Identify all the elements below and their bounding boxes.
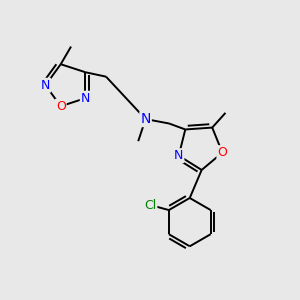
Text: O: O	[56, 100, 66, 113]
Text: O: O	[218, 146, 227, 159]
Text: N: N	[81, 92, 90, 105]
Text: N: N	[140, 112, 151, 126]
Text: N: N	[41, 79, 50, 92]
Text: N: N	[174, 149, 183, 162]
Text: Cl: Cl	[144, 199, 156, 212]
